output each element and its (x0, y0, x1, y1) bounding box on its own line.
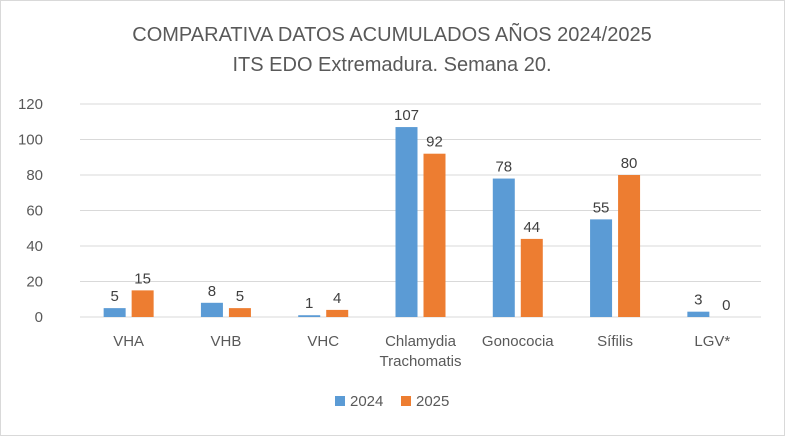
bar-2025-1 (228, 308, 251, 317)
bar-2024-3 (395, 127, 418, 317)
chart-title: COMPARATIVA DATOS ACUMULADOS AÑOS 2024/2… (132, 22, 651, 46)
data-label-2025-6: 0 (722, 297, 730, 314)
bar-2025-4 (520, 238, 543, 317)
data-label-2025-0: 15 (134, 270, 151, 287)
gridlines (80, 103, 761, 318)
y-tick-label: 120 (18, 96, 43, 113)
data-label-2025-3: 92 (426, 134, 443, 151)
bar-2024-2 (298, 315, 321, 317)
x-category-label: VHA (113, 333, 144, 350)
x-category-label: Chlamydia (385, 333, 457, 350)
x-category-label: VHB (211, 333, 242, 350)
legend-swatch-2024 (335, 396, 345, 406)
data-label-2024-4: 78 (495, 159, 512, 176)
bars (103, 127, 710, 317)
x-category-label: Gonococia (482, 333, 554, 350)
bar-2024-1 (200, 302, 223, 317)
y-tick-label: 60 (26, 203, 43, 220)
data-label-2024-2: 1 (305, 295, 313, 312)
data-label-2025-1: 5 (236, 288, 244, 305)
data-label-2025-5: 80 (621, 155, 638, 172)
data-label-2024-5: 55 (593, 199, 610, 216)
x-category-label: Trachomatis (380, 353, 462, 370)
bar-2025-5 (618, 175, 641, 317)
y-tick-label: 100 (18, 132, 43, 149)
legend: 2024 2025 (335, 393, 449, 410)
bar-2025-0 (131, 290, 154, 317)
bar-2024-6 (687, 311, 710, 317)
data-labels: 5 15 8 5 1 4 107 92 78 44 55 80 3 0 (110, 107, 730, 314)
y-axis-tick-labels: 0 20 40 60 80 100 120 (18, 96, 43, 326)
data-label-2024-0: 5 (110, 288, 118, 305)
bar-2024-0 (103, 308, 126, 317)
y-tick-label: 80 (26, 167, 43, 184)
legend-label-2025: 2025 (416, 393, 449, 410)
data-label-2025-2: 4 (333, 290, 341, 307)
y-tick-label: 20 (26, 274, 43, 291)
data-label-2024-6: 3 (694, 292, 702, 309)
chart-subtitle: ITS EDO Extremadura. Semana 20. (232, 54, 551, 76)
x-category-label: Sífilis (597, 333, 633, 350)
bar-2024-4 (492, 178, 515, 317)
bar-2025-2 (326, 309, 349, 317)
legend-swatch-2025 (401, 396, 411, 406)
legend-label-2024: 2024 (350, 393, 383, 410)
x-axis-category-labels: VHA VHB VHC Chlamydia Trachomatis Gonococia Sí… (113, 333, 730, 370)
bar-2025-3 (423, 153, 446, 317)
data-label-2025-4: 44 (523, 219, 540, 236)
y-tick-label: 40 (26, 238, 43, 255)
y-tick-label: 0 (35, 309, 43, 326)
data-label-2024-3: 107 (394, 107, 419, 124)
data-label-2024-1: 8 (208, 283, 216, 300)
x-category-label: LGV* (694, 333, 730, 350)
bar-2024-5 (590, 219, 613, 317)
x-category-label: VHC (307, 333, 339, 350)
